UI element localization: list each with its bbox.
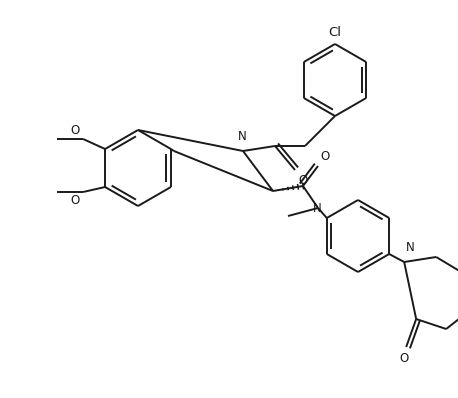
Text: N: N: [406, 241, 415, 254]
Text: Cl: Cl: [328, 26, 342, 39]
Text: N: N: [313, 203, 322, 215]
Text: N: N: [238, 130, 246, 143]
Text: O: O: [320, 150, 329, 163]
Text: O: O: [71, 194, 80, 207]
Text: O: O: [399, 352, 409, 365]
Text: O: O: [298, 174, 307, 187]
Text: O: O: [71, 124, 80, 137]
